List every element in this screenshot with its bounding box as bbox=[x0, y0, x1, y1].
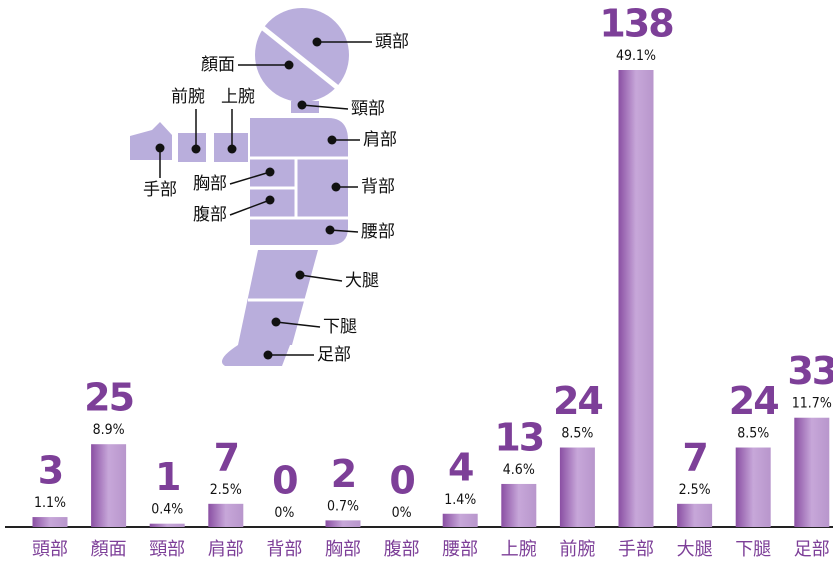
percent-label: 8.5% bbox=[561, 426, 593, 442]
bar bbox=[736, 448, 771, 527]
bar bbox=[91, 444, 126, 527]
bar bbox=[794, 418, 829, 527]
bar bbox=[443, 514, 478, 527]
value-label: 3 bbox=[38, 449, 62, 493]
diagram-label: 顏面 bbox=[201, 55, 235, 75]
x-tick-label: 顏面 bbox=[91, 539, 127, 560]
bar bbox=[619, 70, 654, 527]
percent-label: 49.1% bbox=[616, 48, 656, 64]
percent-label: 4.6% bbox=[503, 462, 535, 478]
diagram-label: 大腿 bbox=[345, 271, 379, 291]
leader-dot bbox=[228, 145, 237, 154]
percent-label: 0% bbox=[274, 505, 294, 521]
percent-label: 0% bbox=[392, 505, 412, 521]
percent-label: 8.9% bbox=[93, 422, 125, 438]
percent-label: 1.1% bbox=[34, 495, 66, 511]
value-label: 0 bbox=[389, 459, 414, 503]
x-tick-label: 足部 bbox=[794, 539, 830, 560]
value-label: 1 bbox=[155, 455, 179, 499]
percent-label: 2.5% bbox=[679, 482, 711, 498]
x-tick-label: 前腕 bbox=[559, 539, 595, 560]
percent-label: 0.7% bbox=[327, 498, 359, 514]
percent-label: 0.4% bbox=[151, 502, 183, 518]
leader-dot bbox=[266, 168, 275, 177]
leader-dot bbox=[192, 145, 201, 154]
leader-dot bbox=[266, 196, 275, 205]
leader-dot bbox=[298, 101, 307, 110]
value-label: 7 bbox=[214, 435, 238, 479]
bar bbox=[560, 448, 595, 527]
diagram-label: 前腕 bbox=[171, 87, 205, 107]
x-tick-label: 上腕 bbox=[501, 539, 537, 560]
value-label: 24 bbox=[729, 379, 778, 423]
leader-dot bbox=[264, 351, 273, 360]
leader-dot bbox=[313, 38, 322, 47]
leader-dot bbox=[326, 226, 335, 235]
value-label: 4 bbox=[448, 445, 473, 489]
leader-dot bbox=[156, 144, 165, 153]
diagram-label: 胸部 bbox=[193, 174, 227, 194]
leader-dot bbox=[332, 183, 341, 192]
leader-dot bbox=[296, 271, 305, 280]
percent-label: 8.5% bbox=[737, 426, 769, 442]
x-tick-label: 背部 bbox=[266, 539, 302, 560]
diagram-label: 足部 bbox=[317, 345, 351, 365]
diagram-label: 手部 bbox=[143, 180, 177, 200]
value-label: 7 bbox=[682, 435, 706, 479]
x-tick-label: 頭部 bbox=[32, 539, 68, 560]
x-tick-label: 胸部 bbox=[325, 539, 361, 560]
value-label: 24 bbox=[553, 379, 602, 423]
percent-label: 11.7% bbox=[792, 396, 832, 412]
percent-label: 1.4% bbox=[444, 492, 476, 508]
chart: 1.1% 3 頭部 8.9% 25 顏面 0.4% 1 頸部 2.5% 7 肩部 0% 0 背部 0.7% 2 胸… bbox=[0, 0, 833, 565]
x-tick-label: 大腿 bbox=[677, 539, 713, 560]
x-tick-label: 腰部 bbox=[442, 539, 478, 560]
percent-label: 2.5% bbox=[210, 482, 242, 498]
value-label: 138 bbox=[599, 2, 673, 46]
diagram-label: 上腕 bbox=[221, 87, 255, 107]
diagram-label: 腰部 bbox=[361, 222, 395, 242]
value-label: 0 bbox=[272, 459, 297, 503]
diagram-label: 頸部 bbox=[351, 99, 385, 119]
x-tick-label: 頸部 bbox=[149, 539, 185, 560]
value-label: 13 bbox=[494, 415, 543, 459]
x-tick-label: 腹部 bbox=[384, 539, 420, 560]
diagram-label: 肩部 bbox=[363, 130, 397, 150]
bar bbox=[326, 520, 361, 527]
leader-dot bbox=[328, 136, 337, 145]
x-tick-label: 肩部 bbox=[208, 539, 244, 560]
x-tick-label: 手部 bbox=[618, 539, 654, 560]
bar bbox=[501, 484, 536, 527]
value-label: 33 bbox=[787, 349, 833, 393]
x-tick-label: 下腿 bbox=[735, 539, 771, 560]
value-label: 2 bbox=[331, 452, 355, 496]
bar bbox=[33, 517, 68, 527]
diagram-label: 背部 bbox=[361, 177, 395, 197]
diagram-label: 下腿 bbox=[323, 317, 357, 337]
bar bbox=[150, 524, 185, 527]
diagram-label: 腹部 bbox=[193, 205, 227, 225]
leader-dot bbox=[272, 318, 281, 327]
leader-dot bbox=[285, 61, 294, 70]
diagram-label: 頭部 bbox=[375, 32, 409, 52]
value-label: 25 bbox=[84, 376, 133, 420]
bar bbox=[208, 504, 243, 527]
bar bbox=[677, 504, 712, 527]
